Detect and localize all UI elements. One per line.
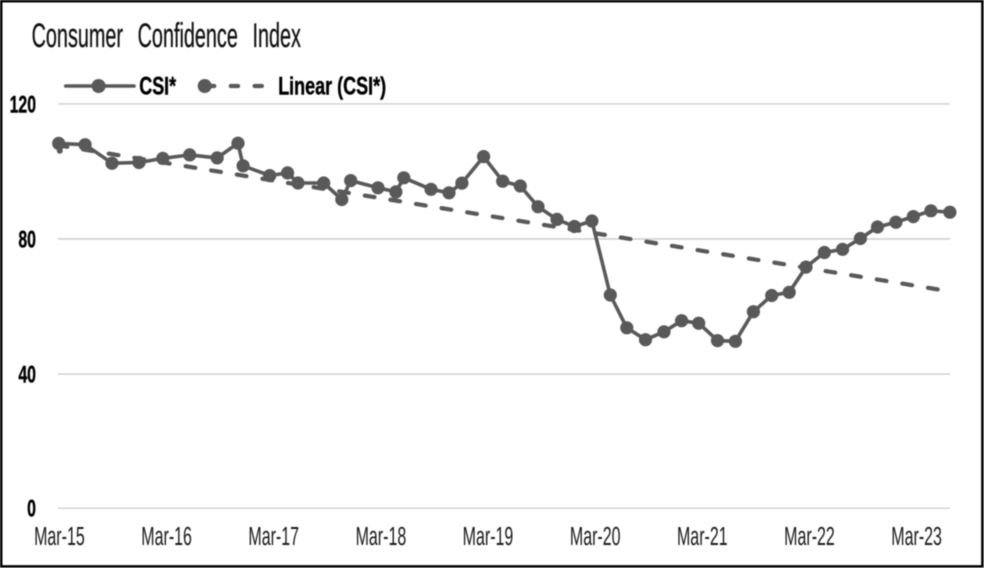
svg-text:Mar-21: Mar-21 xyxy=(677,521,728,551)
svg-text:Mar-17: Mar-17 xyxy=(248,521,299,551)
svg-text:Mar-15: Mar-15 xyxy=(34,521,85,551)
svg-text:Consumer Confidence Index: Consumer Confidence Index xyxy=(32,15,301,54)
svg-text:Linear (CSI*): Linear (CSI*) xyxy=(278,71,386,100)
svg-text:0: 0 xyxy=(27,497,36,523)
svg-text:120: 120 xyxy=(10,92,36,118)
svg-text:40: 40 xyxy=(18,362,36,388)
svg-text:Mar-18: Mar-18 xyxy=(356,521,407,551)
svg-text:Mar-16: Mar-16 xyxy=(141,521,192,551)
svg-text:Mar-20: Mar-20 xyxy=(570,521,621,551)
svg-text:CSI*: CSI* xyxy=(139,71,176,100)
svg-text:Mar-23: Mar-23 xyxy=(891,521,942,551)
svg-text:Mar-19: Mar-19 xyxy=(463,521,514,551)
svg-text:Mar-22: Mar-22 xyxy=(784,521,835,551)
svg-text:80: 80 xyxy=(18,227,36,253)
